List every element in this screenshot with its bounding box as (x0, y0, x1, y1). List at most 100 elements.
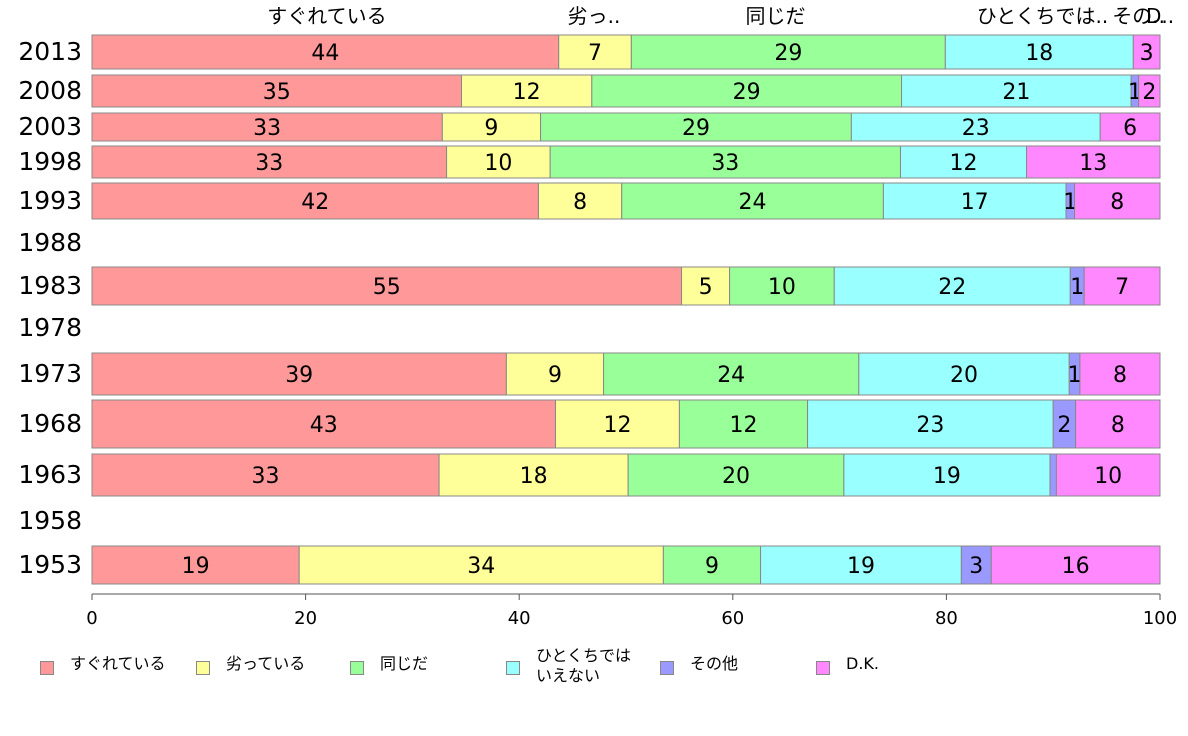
year-label: 1983 (18, 271, 82, 300)
data-label: 12 (603, 413, 631, 438)
data-label: 9 (548, 363, 562, 388)
bar-segment (91, 399, 557, 449)
bar-segment (91, 145, 448, 179)
data-label: 23 (916, 413, 944, 438)
data-label: 2 (1057, 413, 1071, 438)
bar-segment (91, 182, 539, 220)
legend-swatch (506, 661, 520, 675)
data-label: 19 (182, 554, 210, 579)
legend: すぐれている 劣っている 同じだ ひとくちでは いえない その他 D.K. (0, 646, 1188, 690)
bar-segment (807, 399, 1054, 449)
data-label: 9 (705, 554, 719, 579)
legend-label: ひとくちでは いえない (536, 646, 632, 685)
top-series-label: その.. (1112, 4, 1165, 28)
bar-segment (91, 453, 440, 497)
bar-segment (960, 545, 992, 585)
bar-segment (591, 74, 903, 108)
legend-item: その他 (660, 654, 738, 675)
bar-segment (1132, 34, 1161, 70)
data-label: 33 (255, 151, 283, 176)
year-label: 1988 (18, 228, 82, 257)
data-label: 29 (774, 41, 802, 66)
data-label: 33 (711, 151, 739, 176)
data-label: 19 (847, 554, 875, 579)
top-series-label: D.. (1146, 4, 1174, 28)
bar-segment (882, 182, 1067, 220)
data-label: 55 (373, 275, 401, 300)
bar-segment (540, 112, 852, 142)
legend-label: 同じだ (380, 654, 429, 673)
legend-swatch (816, 661, 830, 675)
data-label: 1 (1070, 275, 1084, 300)
data-label: 21 (1002, 80, 1030, 105)
data-label: 39 (285, 363, 313, 388)
data-label: 23 (962, 116, 990, 141)
bar-segment (537, 182, 623, 220)
year-label: 1973 (18, 359, 82, 388)
x-tick-label: 60 (721, 608, 744, 629)
data-label: 1 (1068, 363, 1082, 388)
bar-segment (446, 145, 551, 179)
data-label: 22 (938, 275, 966, 300)
bar-segment (833, 266, 1071, 306)
bar-segment (627, 453, 845, 497)
bar-segment (1099, 112, 1161, 142)
data-label: 16 (1062, 554, 1090, 579)
data-label: 18 (1025, 41, 1053, 66)
x-tick-label: 40 (508, 608, 531, 629)
bar-segment (901, 74, 1132, 108)
bar-segment (681, 266, 731, 306)
bar-segment (1055, 453, 1161, 497)
data-label: 5 (699, 275, 713, 300)
bar-segment (1079, 352, 1161, 396)
bar-segment (1049, 453, 1057, 497)
bar-segment (438, 453, 629, 497)
data-label: 44 (311, 41, 339, 66)
legend-swatch (196, 661, 210, 675)
data-label: 24 (717, 363, 745, 388)
bar-segment (91, 34, 560, 70)
bar-segment (729, 266, 835, 306)
legend-swatch (660, 661, 674, 675)
year-label: 2013 (18, 37, 82, 66)
data-label: 43 (310, 413, 338, 438)
bar-segment (858, 352, 1070, 396)
bar-segment (603, 352, 860, 396)
data-label: 10 (484, 151, 512, 176)
data-label: 13 (1079, 151, 1107, 176)
data-label: 12 (949, 151, 977, 176)
data-label: 19 (933, 464, 961, 489)
data-label: 3 (1140, 41, 1154, 66)
data-label: 34 (467, 554, 495, 579)
data-label: 33 (252, 464, 280, 489)
data-label: 33 (253, 116, 281, 141)
data-label: 12 (729, 413, 757, 438)
bar-segment (558, 34, 632, 70)
data-label: 8 (573, 190, 587, 215)
legend-swatch (40, 661, 54, 675)
bar-segment (91, 352, 507, 396)
data-label: 8 (1113, 363, 1127, 388)
data-label: 7 (1115, 275, 1129, 300)
legend-item: 劣っている (196, 654, 305, 675)
year-label: 1978 (18, 313, 82, 342)
bar-segment (1026, 145, 1161, 179)
data-label: 29 (682, 116, 710, 141)
year-label: 2008 (18, 76, 82, 105)
legend-label: 劣っている (226, 654, 306, 673)
bar-segment (1083, 266, 1161, 306)
year-label: 1953 (18, 550, 82, 579)
data-label: 6 (1123, 116, 1137, 141)
year-label: 1968 (18, 409, 82, 438)
legend-swatch (350, 661, 364, 675)
bar-segment (621, 182, 884, 220)
bar-segment (1138, 74, 1161, 108)
bar-segment (944, 34, 1134, 70)
data-label: 18 (520, 464, 548, 489)
top-series-label: 劣っ.. (568, 4, 621, 28)
bar-segment (549, 145, 901, 179)
legend-item: ひとくちでは いえない (506, 646, 631, 686)
legend-label: その他 (690, 654, 739, 673)
year-label: 1993 (18, 186, 82, 215)
